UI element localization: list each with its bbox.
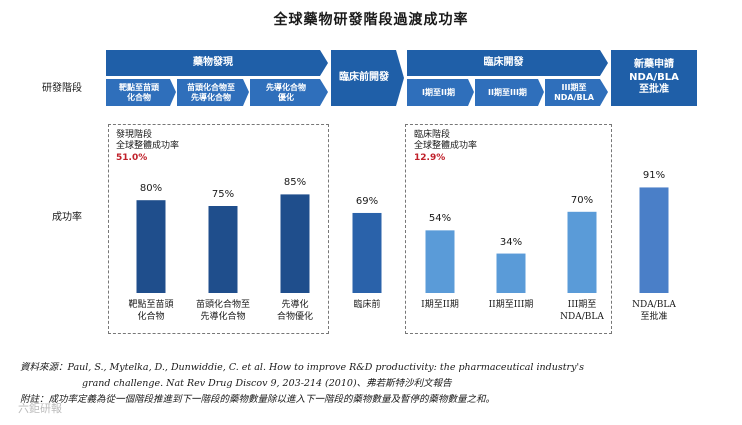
clinical-phase-box [405, 124, 612, 334]
category-label-7: III期至 NDA/BLA [560, 300, 604, 322]
sub-stage-2: 苗頭化合物至 先導化合物 [187, 82, 235, 102]
clinical-banner: 臨床開發 [483, 56, 524, 68]
value-label-2: 75% [211, 189, 235, 200]
clinical-arrow [407, 50, 608, 76]
bar-5 [425, 230, 455, 293]
bar-1 [136, 200, 166, 293]
nda-block [611, 50, 697, 106]
value-label-7: 70% [570, 194, 594, 206]
row-label-rate: 成功率 [52, 212, 82, 223]
watermark: 六鉅研報 [18, 402, 62, 415]
stage-arrows [106, 50, 697, 106]
bar-4 [352, 212, 382, 293]
row-label-stages: 研發階段 [42, 83, 82, 94]
discovery-phase-subtitle: 全球整體成功率 [116, 141, 180, 152]
sub-arrow-6 [545, 79, 608, 106]
clinical-phase-subtitle: 全球整體成功率 [414, 141, 478, 152]
sub-stage-6: III期至 NDA/BLA [554, 82, 594, 102]
bar-7 [567, 211, 597, 293]
category-label-3: 先導化 合物優化 [276, 300, 313, 322]
sub-arrow-2 [177, 79, 249, 106]
discovery-phase-box [108, 124, 329, 334]
sub-stage-1: 靶點至苗頭 化合物 [119, 82, 159, 102]
chart-title: 全球藥物研發階段過渡成功率 [273, 12, 469, 28]
sub-stage-4: I期至II期 [422, 87, 455, 97]
value-label-5: 54% [428, 213, 452, 225]
sub-arrow-4 [407, 79, 474, 106]
category-label-5: I期至II期 [421, 300, 459, 310]
preclinical-arrow [331, 50, 404, 106]
sub-stage-3: 先導化合物 優化 [266, 82, 306, 102]
bar-3 [280, 194, 310, 293]
note-label: 附註： [20, 394, 49, 405]
sub-arrow-1 [106, 79, 176, 106]
sub-arrow-5 [475, 79, 544, 106]
value-label-8: 91% [642, 170, 666, 182]
source-note: 資料來源：Paul, S., Mytelka, D., Dunwiddie, C… [20, 362, 735, 375]
category-label-8: NDA/BLA 至批准 [632, 300, 676, 322]
category-label-2: 苗頭化合物至 先導化合物 [195, 300, 250, 322]
bar-8 [639, 187, 669, 293]
discovery-phase-rate: 51.0% [116, 152, 148, 163]
value-label-3: 85% [283, 177, 307, 189]
footnote: 附註：成功率定義為從一個階段推進到下一階段的藥物數量除以進入下一階段的藥物數量及… [20, 394, 735, 407]
sub-arrow-3 [250, 79, 328, 106]
bar-6 [496, 253, 526, 293]
clinical-phase-label: 臨床階段 全球整體成功率 12.9% [414, 130, 477, 164]
category-label-1: 靶點至苗頭 化合物 [128, 300, 174, 322]
note-text: 成功率定義為從一個階段推進到下一階段的藥物數量除以進入下一階段的藥物數量及暫停的… [48, 394, 496, 405]
category-label-6: II期至III期 [488, 300, 534, 310]
category-label-4: 臨床前 [353, 300, 381, 310]
bar-2 [208, 206, 238, 293]
sub-stage-5: II期至III期 [488, 87, 527, 97]
clinical-phase-title: 臨床階段 [414, 130, 451, 140]
discovery-banner: 藥物發現 [193, 56, 233, 68]
preclinical-banner: 臨床前開發 [339, 71, 389, 83]
clinical-phase-rate: 12.9% [414, 152, 446, 163]
nda-banner: 新藥申請 NDA/BLA 至批准 [629, 59, 679, 96]
discovery-arrow [106, 50, 328, 76]
value-label-4: 69% [355, 195, 379, 207]
discovery-phase-label: 發現階段 全球整體成功率 51.0% [116, 130, 179, 164]
source-text-2: grand challenge. Nat Rev Drug Discov 9, … [82, 378, 452, 389]
source-text: Paul, S., Mytelka, D., Dunwiddie, C. et … [67, 362, 584, 373]
source-label: 資料來源： [20, 362, 68, 373]
discovery-phase-title: 發現階段 [116, 130, 153, 140]
value-label-6: 34% [499, 236, 523, 248]
value-label-1: 80% [139, 183, 163, 195]
